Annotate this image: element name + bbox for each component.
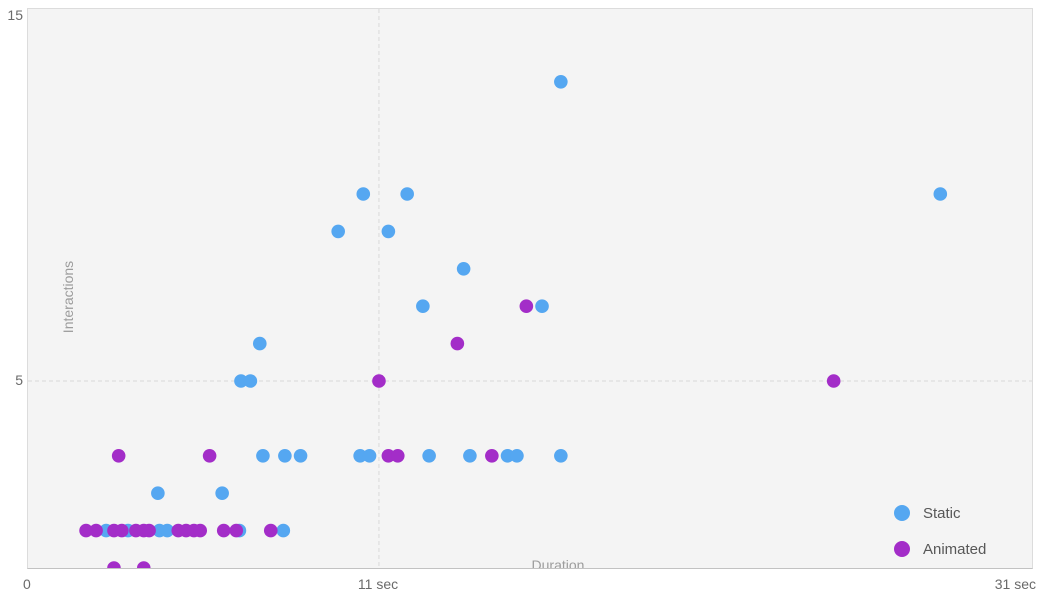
- legend-item-animated[interactable]: Animated: [894, 533, 986, 565]
- data-point-static[interactable]: [252, 336, 267, 351]
- data-point-animated[interactable]: [229, 523, 244, 538]
- y-axis-title: Interactions: [60, 260, 76, 334]
- data-point-animated[interactable]: [115, 523, 129, 538]
- x-tick-0: 0: [23, 576, 31, 592]
- plot-canvas: [28, 9, 1032, 568]
- plot-area: Interactions Duration Static Animated: [27, 8, 1033, 569]
- data-point-animated[interactable]: [485, 449, 499, 463]
- data-point-static[interactable]: [234, 374, 248, 388]
- data-point-static[interactable]: [243, 374, 258, 388]
- data-point-animated[interactable]: [381, 449, 396, 463]
- animated-series-dot-icon: [894, 541, 910, 557]
- data-point-static[interactable]: [510, 449, 524, 463]
- data-point-static[interactable]: [554, 449, 568, 463]
- y-tick-15: 15: [7, 7, 23, 23]
- data-point-animated[interactable]: [89, 523, 103, 538]
- data-point-animated[interactable]: [826, 374, 841, 388]
- data-point-static[interactable]: [151, 486, 165, 501]
- data-point-static[interactable]: [293, 449, 308, 463]
- data-point-static[interactable]: [278, 449, 292, 463]
- data-point-static[interactable]: [381, 224, 396, 239]
- data-point-animated[interactable]: [142, 523, 156, 538]
- data-point-animated[interactable]: [111, 449, 126, 463]
- x-tick-11: 11 sec: [357, 576, 399, 592]
- y-tick-5: 5: [15, 372, 23, 388]
- data-point-static[interactable]: [456, 262, 471, 276]
- legend: Static Animated: [894, 497, 986, 565]
- data-point-animated[interactable]: [390, 449, 405, 463]
- data-point-static[interactable]: [362, 449, 377, 463]
- static-series-dot-icon: [894, 505, 910, 521]
- legend-label-static: Static: [923, 504, 961, 522]
- data-point-static[interactable]: [160, 523, 175, 538]
- data-point-static[interactable]: [500, 449, 515, 463]
- x-axis-title: Duration: [531, 557, 585, 569]
- data-point-animated[interactable]: [202, 449, 217, 463]
- x-tick-31: 31 sec: [994, 576, 1036, 592]
- data-point-animated[interactable]: [193, 523, 208, 538]
- data-point-static[interactable]: [463, 449, 477, 463]
- data-point-static[interactable]: [215, 486, 229, 501]
- data-point-static[interactable]: [356, 187, 371, 201]
- data-point-animated[interactable]: [372, 374, 386, 388]
- data-point-animated[interactable]: [263, 523, 278, 538]
- data-point-static[interactable]: [331, 224, 345, 239]
- data-point-static[interactable]: [276, 523, 291, 538]
- data-point-animated[interactable]: [450, 336, 465, 351]
- data-point-animated[interactable]: [216, 523, 231, 538]
- data-point-static[interactable]: [554, 75, 568, 89]
- data-point-animated[interactable]: [107, 561, 121, 568]
- data-point-animated[interactable]: [136, 561, 151, 568]
- data-point-static[interactable]: [256, 449, 270, 463]
- data-point-static[interactable]: [353, 449, 367, 463]
- data-point-static[interactable]: [422, 449, 436, 463]
- legend-item-static[interactable]: Static: [894, 497, 986, 529]
- data-point-static[interactable]: [400, 187, 414, 201]
- data-point-static[interactable]: [933, 187, 948, 201]
- legend-label-animated: Animated: [923, 540, 987, 558]
- data-point-static[interactable]: [535, 299, 549, 314]
- data-point-animated[interactable]: [519, 299, 534, 314]
- data-point-animated[interactable]: [79, 523, 93, 538]
- data-point-static[interactable]: [416, 299, 430, 314]
